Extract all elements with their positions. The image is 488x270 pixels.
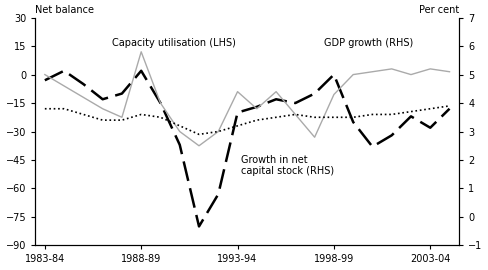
Text: GDP growth (RHS): GDP growth (RHS) [324, 38, 413, 48]
Text: Growth in net
capital stock (RHS): Growth in net capital stock (RHS) [242, 155, 335, 176]
Text: Per cent: Per cent [419, 5, 459, 15]
Text: Capacity utilisation (LHS): Capacity utilisation (LHS) [112, 38, 236, 48]
Text: Net balance: Net balance [35, 5, 94, 15]
